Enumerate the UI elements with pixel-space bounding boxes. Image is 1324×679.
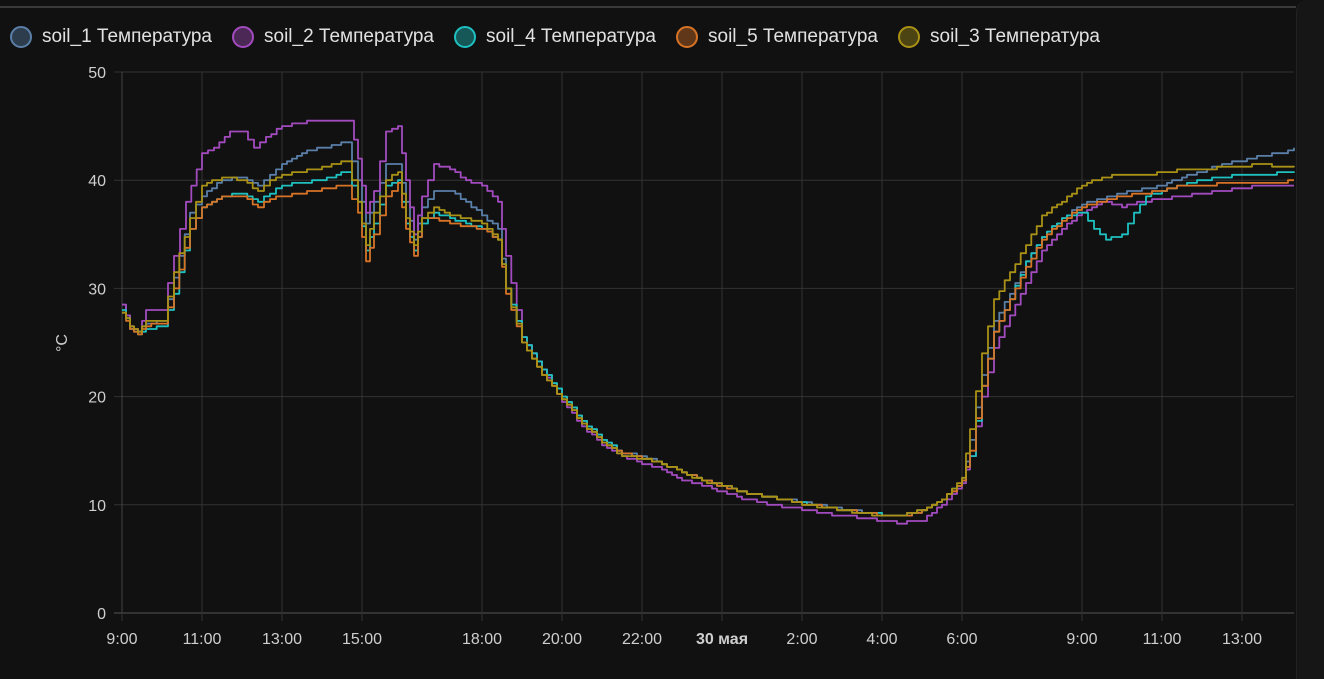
series-line (122, 179, 1294, 517)
legend-swatch (676, 26, 698, 48)
series-line (122, 171, 1295, 517)
legend-item-soil-3[interactable]: soil_3 Температура (898, 26, 1100, 48)
x-tick-label: 20:00 (542, 631, 582, 648)
y-tick-label: 50 (88, 65, 106, 82)
grid-lines (114, 71, 1294, 621)
series-line (122, 119, 1294, 525)
series-line (122, 160, 1295, 517)
y-tick-label: 30 (88, 281, 106, 298)
legend-item-soil-1[interactable]: soil_1 Температура (10, 26, 212, 48)
top-divider (0, 6, 1296, 8)
x-tick-label: 9:00 (1066, 631, 1097, 648)
legend-label: soil_4 Температура (486, 26, 656, 47)
y-axis-ticks: 0 10 20 30 40 50 (88, 65, 106, 623)
legend-item-soil-2[interactable]: soil_2 Температура (232, 26, 434, 48)
adjacent-panel-edge (1296, 0, 1324, 679)
y-tick-label: 10 (88, 498, 106, 515)
y-axis-label: °C (54, 334, 71, 352)
y-tick-label: 0 (97, 606, 106, 623)
legend-label: soil_5 Температура (708, 26, 878, 47)
line-chart[interactable]: 0 10 20 30 40 50 9:00 11:00 13:00 15:00 18:00 20:0… (0, 0, 1296, 679)
legend-label: soil_1 Температура (42, 26, 212, 47)
x-tick-label: 22:00 (622, 631, 662, 648)
series-lines (122, 119, 1295, 525)
x-tick-label: 30 мая (696, 631, 748, 648)
x-tick-label: 13:00 (262, 631, 302, 648)
legend-swatch (232, 26, 254, 48)
x-tick-label: 9:00 (106, 631, 137, 648)
x-tick-label: 15:00 (342, 631, 382, 648)
chart-legend: soil_1 Температура soil_2 Температура so… (10, 24, 1120, 50)
legend-label: soil_3 Температура (930, 26, 1100, 47)
x-tick-label: 11:00 (183, 631, 222, 648)
legend-item-soil-5[interactable]: soil_5 Температура (676, 26, 878, 48)
x-tick-label: 6:00 (946, 631, 977, 648)
legend-swatch (10, 26, 32, 48)
x-axis-ticks: 9:00 11:00 13:00 15:00 18:00 20:00 22:00 30 мая… (106, 631, 1262, 648)
y-tick-label: 20 (88, 390, 106, 407)
x-tick-label: 18:00 (462, 631, 502, 648)
legend-item-soil-4[interactable]: soil_4 Температура (454, 26, 656, 48)
x-tick-label: 2:00 (786, 631, 817, 648)
x-tick-label: 11:00 (1143, 631, 1182, 648)
x-tick-label: 13:00 (1222, 631, 1262, 648)
legend-swatch (898, 26, 920, 48)
series-line (122, 141, 1295, 517)
x-tick-label: 4:00 (866, 631, 897, 648)
legend-swatch (454, 26, 476, 48)
y-tick-label: 40 (88, 173, 106, 190)
legend-label: soil_2 Температура (264, 26, 434, 47)
